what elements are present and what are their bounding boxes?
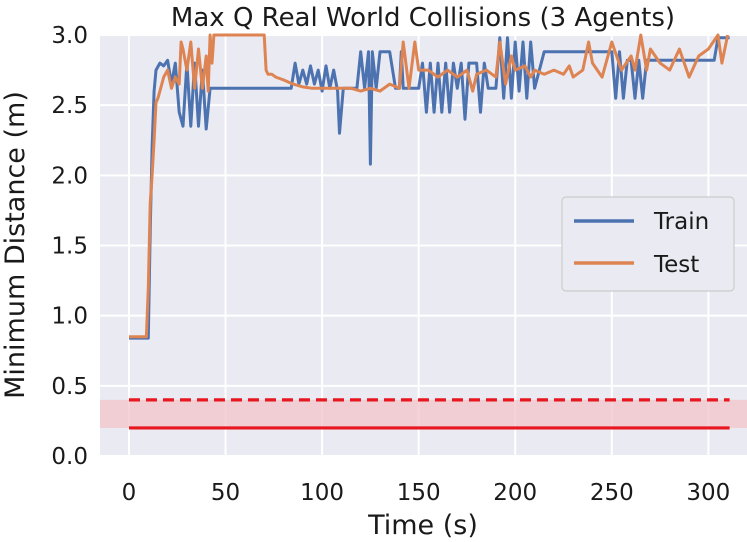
y-tick-label: 0.5 bbox=[51, 374, 88, 400]
y-tick-label: 1.0 bbox=[51, 304, 88, 330]
series-lines bbox=[129, 33, 730, 340]
x-tick-label: 250 bbox=[590, 480, 634, 506]
tick-labels: 0 50 100 150 200 250 300 0.0 0.5 1.0 1.5 2.0 2.5 3.0 bbox=[51, 23, 730, 506]
legend: Train Test bbox=[561, 196, 735, 292]
x-tick-label: 100 bbox=[300, 480, 344, 506]
x-axis-label: Time (s) bbox=[367, 510, 478, 541]
x-tick-label: 0 bbox=[122, 480, 137, 506]
series-line-test bbox=[129, 33, 730, 339]
y-tick-label: 1.5 bbox=[51, 234, 88, 260]
y-tick-label: 2.0 bbox=[51, 163, 88, 189]
legend-label-test: Test bbox=[653, 252, 699, 278]
y-axis-label: Minimum Distance (m) bbox=[0, 91, 31, 399]
reference-lines bbox=[100, 398, 747, 430]
legend-label-train: Train bbox=[653, 209, 709, 235]
y-tick-label: 0.0 bbox=[51, 444, 88, 470]
y-tick-label: 3.0 bbox=[51, 23, 88, 49]
y-tick-label: 2.5 bbox=[51, 93, 88, 119]
x-tick-label: 300 bbox=[686, 480, 730, 506]
x-tick-label: 150 bbox=[397, 480, 441, 506]
x-tick-label: 200 bbox=[493, 480, 537, 506]
chart-title: Max Q Real World Collisions (3 Agents) bbox=[171, 3, 675, 33]
safety-band bbox=[100, 399, 747, 428]
x-tick-label: 50 bbox=[211, 480, 240, 506]
